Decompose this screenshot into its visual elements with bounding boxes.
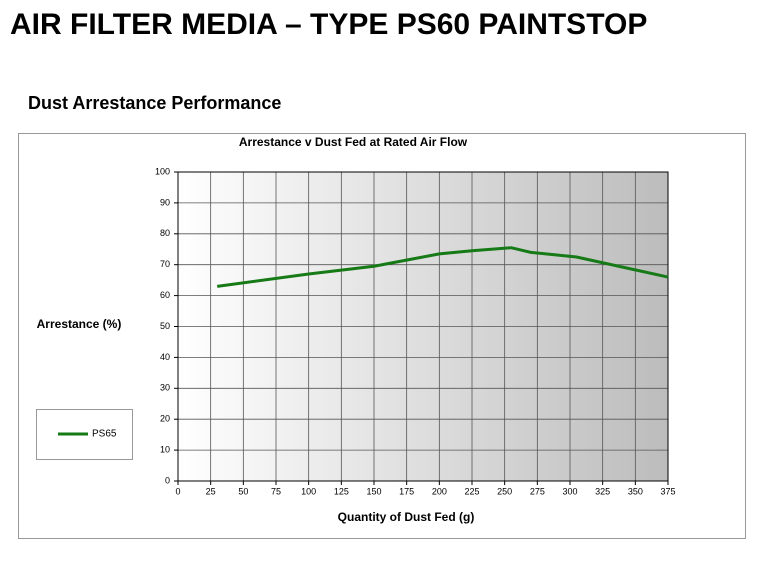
- y-tick-label: 90: [160, 197, 170, 207]
- y-tick-label: 60: [160, 290, 170, 300]
- page-title: AIR FILTER MEDIA – TYPE PS60 PAINTSTOP: [10, 8, 647, 41]
- y-tick-label: 100: [155, 166, 170, 176]
- chart-title: Arrestance v Dust Fed at Rated Air Flow: [239, 135, 468, 149]
- x-tick-label: 100: [301, 486, 316, 496]
- x-tick-label: 375: [660, 486, 675, 496]
- y-tick-label: 40: [160, 352, 170, 362]
- x-tick-label: 50: [238, 486, 248, 496]
- x-tick-label: 350: [628, 486, 643, 496]
- x-tick-label: 300: [562, 486, 577, 496]
- plot-border: [177, 171, 669, 482]
- y-tick-label: 0: [165, 475, 170, 485]
- y-tick-label: 30: [160, 383, 170, 393]
- y-tick-label: 20: [160, 414, 170, 424]
- x-tick-label: 75: [271, 486, 281, 496]
- x-axis-label: Quantity of Dust Fed (g): [338, 510, 475, 524]
- x-tick-label: 25: [206, 486, 216, 496]
- x-tick-label: 225: [464, 486, 479, 496]
- legend-label: PS65: [92, 429, 117, 440]
- y-tick-label: 10: [160, 444, 170, 454]
- y-tick-label: 70: [160, 259, 170, 269]
- plot: 0 10 20 30 40 50 60 70 80 90 100 0 25 50 75 100 125 150 17…: [58, 166, 676, 496]
- x-tick-label: 200: [432, 486, 447, 496]
- x-tick-label: 325: [595, 486, 610, 496]
- x-tick-label: 0: [175, 486, 180, 496]
- x-tick-label: 125: [334, 486, 349, 496]
- y-axis-label: Arrestance (%): [37, 317, 122, 331]
- y-tick-label: 80: [160, 228, 170, 238]
- x-tick-label: 250: [497, 486, 512, 496]
- x-tick-label: 275: [530, 486, 545, 496]
- section-title: Dust Arrestance Performance: [28, 93, 281, 113]
- data-line: [216, 246, 669, 288]
- y-tick-label: 50: [160, 321, 170, 331]
- x-tick-label: 175: [399, 486, 414, 496]
- x-tick-label: 150: [366, 486, 381, 496]
